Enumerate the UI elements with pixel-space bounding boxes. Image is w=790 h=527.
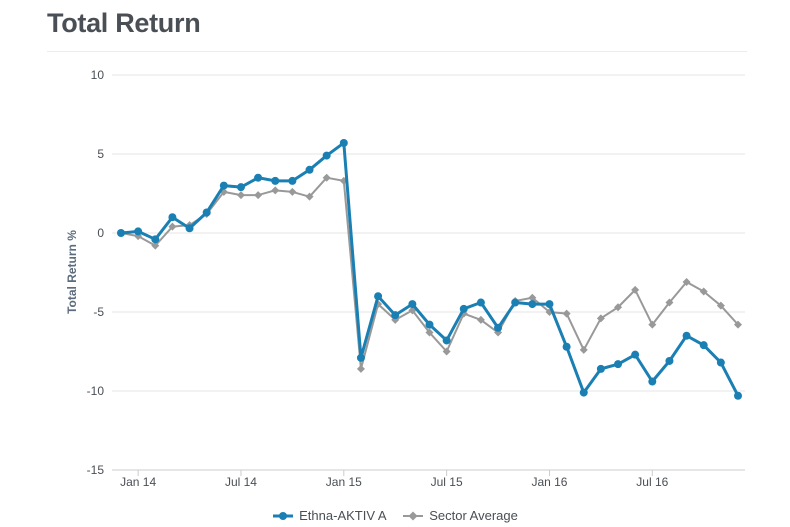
fund-point[interactable] bbox=[219, 181, 228, 190]
sector-point[interactable] bbox=[665, 298, 674, 307]
y-axis-label: Total Return % bbox=[65, 230, 79, 314]
fund-point[interactable] bbox=[356, 353, 365, 362]
series-lines bbox=[117, 138, 742, 400]
x-axis-ticks: Jan 14 Jul 14 Jan 15 Jul 15 Jan 16 Jul 16 bbox=[112, 469, 745, 489]
fund-point[interactable] bbox=[528, 300, 537, 309]
fund-point[interactable] bbox=[236, 183, 245, 192]
x-tick-label: Jan 15 bbox=[326, 475, 362, 489]
legend-label-sector: Sector Average bbox=[429, 508, 518, 523]
sector-point[interactable] bbox=[236, 191, 245, 200]
series-fund bbox=[117, 138, 742, 400]
sector-point[interactable] bbox=[476, 315, 485, 324]
fund-point[interactable] bbox=[579, 388, 588, 397]
fund-point[interactable] bbox=[631, 350, 640, 359]
sector-point[interactable] bbox=[356, 364, 365, 373]
sector-point[interactable] bbox=[562, 309, 571, 318]
x-tick-label: Jul 14 bbox=[225, 475, 257, 489]
sector-line bbox=[120, 176, 739, 370]
fund-marker-icon bbox=[273, 511, 294, 520]
fund-point[interactable] bbox=[665, 356, 674, 365]
x-tick-label: Jan 14 bbox=[120, 475, 156, 489]
fund-point[interactable] bbox=[168, 213, 177, 222]
sector-point[interactable] bbox=[699, 287, 708, 296]
fund-point[interactable] bbox=[699, 341, 708, 350]
fund-point[interactable] bbox=[254, 173, 263, 182]
title-divider bbox=[47, 51, 747, 52]
y-tick-label: -10 bbox=[87, 384, 105, 398]
sector-point[interactable] bbox=[631, 285, 640, 294]
fund-point[interactable] bbox=[442, 336, 451, 345]
x-tick-label: Jul 16 bbox=[636, 475, 668, 489]
y-tick-label: 0 bbox=[97, 226, 104, 240]
y-tick-label: -15 bbox=[87, 463, 105, 477]
fund-point[interactable] bbox=[339, 138, 348, 147]
fund-point[interactable] bbox=[374, 292, 383, 301]
fund-point[interactable] bbox=[682, 331, 691, 340]
fund-point[interactable] bbox=[476, 298, 485, 307]
sector-point[interactable] bbox=[151, 241, 160, 250]
y-axis-ticks: 10 5 0 -5 -10 -15 bbox=[87, 68, 105, 477]
legend-item-sector[interactable]: Sector Average bbox=[402, 508, 518, 523]
sector-point[interactable] bbox=[425, 328, 434, 337]
series-sector bbox=[117, 173, 742, 373]
y-tick-label: 5 bbox=[97, 147, 104, 161]
sector-point[interactable] bbox=[682, 277, 691, 286]
grid-lines bbox=[112, 74, 745, 471]
x-tick-label: Jul 15 bbox=[431, 475, 463, 489]
x-tick-label: Jan 16 bbox=[531, 475, 567, 489]
fund-point[interactable] bbox=[322, 151, 331, 160]
fund-point[interactable] bbox=[305, 165, 314, 174]
sector-point[interactable] bbox=[305, 192, 314, 201]
sector-point[interactable] bbox=[716, 301, 725, 310]
fund-point[interactable] bbox=[134, 227, 143, 236]
fund-point[interactable] bbox=[494, 323, 503, 332]
y-tick-label: -5 bbox=[93, 305, 104, 319]
fund-point[interactable] bbox=[151, 235, 160, 244]
sector-point[interactable] bbox=[442, 347, 451, 356]
fund-point[interactable] bbox=[648, 377, 657, 386]
fund-point[interactable] bbox=[716, 358, 725, 367]
fund-point[interactable] bbox=[185, 224, 194, 233]
sector-point[interactable] bbox=[614, 303, 623, 312]
sector-point[interactable] bbox=[596, 314, 605, 323]
sector-point[interactable] bbox=[579, 345, 588, 354]
sector-point[interactable] bbox=[254, 191, 263, 200]
legend-item-fund[interactable]: Ethna-AKTIV A bbox=[272, 508, 387, 523]
fund-point[interactable] bbox=[391, 311, 400, 320]
y-tick-label: 10 bbox=[91, 68, 105, 82]
fund-point[interactable] bbox=[202, 208, 211, 217]
sector-point[interactable] bbox=[288, 187, 297, 196]
sector-point[interactable] bbox=[734, 320, 742, 329]
fund-point[interactable] bbox=[596, 364, 605, 373]
fund-point[interactable] bbox=[511, 298, 520, 307]
sector-point[interactable] bbox=[648, 320, 657, 329]
fund-point[interactable] bbox=[562, 342, 571, 351]
fund-line bbox=[120, 141, 740, 397]
fund-point[interactable] bbox=[288, 176, 297, 185]
sector-point[interactable] bbox=[271, 186, 280, 195]
legend-label-fund: Ethna-AKTIV A bbox=[299, 508, 387, 523]
fund-point[interactable] bbox=[545, 300, 554, 309]
chart-title: Total Return bbox=[47, 8, 201, 38]
fund-point[interactable] bbox=[734, 391, 742, 400]
legend: Ethna-AKTIV A Sector Average bbox=[0, 508, 790, 524]
fund-point[interactable] bbox=[614, 360, 623, 369]
fund-point[interactable] bbox=[425, 320, 434, 329]
fund-point[interactable] bbox=[117, 229, 125, 237]
fund-point[interactable] bbox=[408, 300, 417, 309]
sector-marker-icon bbox=[403, 511, 424, 520]
fund-point[interactable] bbox=[459, 304, 468, 313]
fund-point[interactable] bbox=[271, 176, 280, 185]
sector-point[interactable] bbox=[168, 222, 177, 231]
sector-point[interactable] bbox=[528, 293, 537, 302]
sector-point[interactable] bbox=[322, 173, 331, 182]
